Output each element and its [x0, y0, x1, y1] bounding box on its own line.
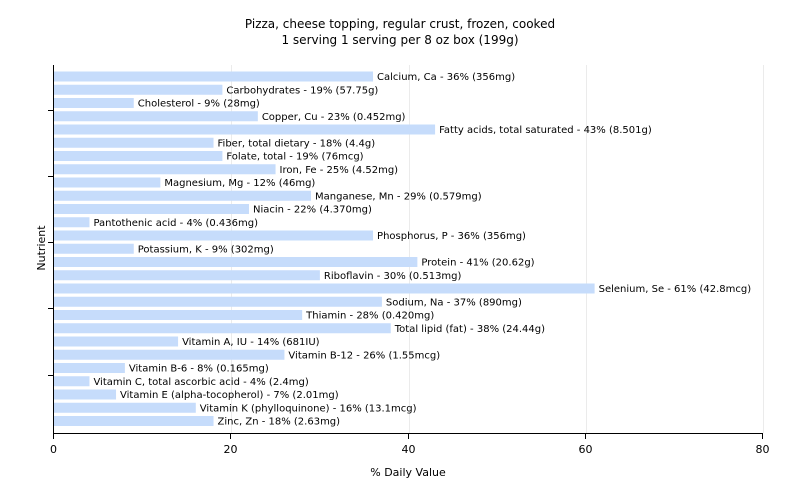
- axes: 0 20 40 60 80: [48, 65, 770, 456]
- bar-label: Phosphorus, P - 36% (356mg): [377, 231, 526, 242]
- x-tick-label: 60: [579, 443, 593, 456]
- bar: [54, 243, 134, 254]
- bar-label: Fatty acids, total saturated - 43% (8.50…: [439, 125, 652, 136]
- bar: [54, 376, 90, 387]
- bar: [54, 283, 595, 294]
- bar-label: Calcium, Ca - 36% (356mg): [377, 72, 515, 83]
- bar-labels: Calcium, Ca - 36% (356mg) Carbohydrates -…: [93, 72, 751, 428]
- x-tick-label: 40: [402, 443, 416, 456]
- bar: [54, 323, 391, 334]
- bar: [54, 416, 214, 426]
- bar-label: Sodium, Na - 37% (890mg): [386, 297, 522, 308]
- chart-title-block: Pizza, cheese topping, regular crust, fr…: [0, 16, 800, 48]
- bar-label: Magnesium, Mg - 12% (46mg): [164, 178, 315, 189]
- y-axis-title: Nutrient: [35, 225, 48, 271]
- x-axis-title: % Daily Value: [370, 466, 446, 479]
- bar-label: Riboflavin - 30% (0.513mg): [324, 271, 462, 282]
- bar: [54, 137, 214, 148]
- bar: [54, 124, 436, 135]
- bar: [54, 389, 117, 400]
- bar-label: Vitamin C, total ascorbic acid - 4% (2.4…: [93, 377, 308, 388]
- bar: [54, 217, 90, 228]
- bars: [54, 71, 595, 426]
- bar: [54, 164, 276, 175]
- bar-label: Carbohydrates - 19% (57.75g): [226, 85, 378, 96]
- bar-label: Total lipid (fat) - 38% (24.44g): [394, 324, 545, 335]
- bar-label: Pantothenic acid - 4% (0.436mg): [93, 218, 258, 229]
- bar-label: Zinc, Zn - 18% (2.63mg): [218, 417, 341, 428]
- bar-label: Niacin - 22% (4.370mg): [253, 205, 372, 216]
- bar: [54, 296, 382, 307]
- bar: [54, 71, 374, 82]
- x-tick-label: 80: [756, 443, 770, 456]
- bar: [54, 177, 161, 188]
- bar-label: Potassium, K - 9% (302mg): [138, 244, 274, 255]
- bar-label: Copper, Cu - 23% (0.452mg): [262, 112, 406, 123]
- chart-subtitle: 1 serving 1 serving per 8 oz box (199g): [281, 33, 519, 47]
- bar-label: Vitamin B-12 - 26% (1.55mcg): [288, 350, 440, 361]
- bar: [54, 336, 179, 347]
- bar-label: Protein - 41% (20.62g): [421, 258, 534, 269]
- bar: [54, 84, 223, 95]
- bar: [54, 349, 285, 360]
- bar: [54, 310, 303, 320]
- bar-label: Vitamin B-6 - 8% (0.165mg): [129, 364, 269, 375]
- x-tick-label: 20: [224, 443, 238, 456]
- bar: [54, 151, 223, 161]
- bar: [54, 230, 374, 241]
- bar: [54, 204, 249, 214]
- bar: [54, 98, 134, 108]
- bar: [54, 111, 258, 122]
- bar-label: Vitamin K (phylloquinone) - 16% (13.1mcg…: [200, 403, 417, 414]
- bar-label: Thiamin - 28% (0.420mg): [305, 311, 434, 322]
- bar-label: Fiber, total dietary - 18% (4.4g): [218, 138, 376, 149]
- bar-label: Manganese, Mn - 29% (0.579mg): [315, 191, 482, 202]
- bar: [54, 257, 418, 267]
- bar-label: Folate, total - 19% (76mcg): [226, 152, 363, 163]
- bar-label: Vitamin A, IU - 14% (681IU): [182, 337, 320, 348]
- bar-label: Vitamin E (alpha-tocopherol) - 7% (2.01m…: [120, 390, 339, 401]
- bar: [54, 270, 320, 281]
- x-tick-label: 0: [50, 443, 57, 456]
- bar-label: Selenium, Se - 61% (42.8mcg): [599, 284, 752, 295]
- chart-title: Pizza, cheese topping, regular crust, fr…: [244, 17, 556, 31]
- bar: [54, 190, 312, 201]
- bar: [54, 402, 196, 413]
- bar-label: Cholesterol - 9% (28mg): [138, 99, 260, 110]
- bar-label: Iron, Fe - 25% (4.52mg): [280, 165, 399, 176]
- bar: [54, 363, 125, 373]
